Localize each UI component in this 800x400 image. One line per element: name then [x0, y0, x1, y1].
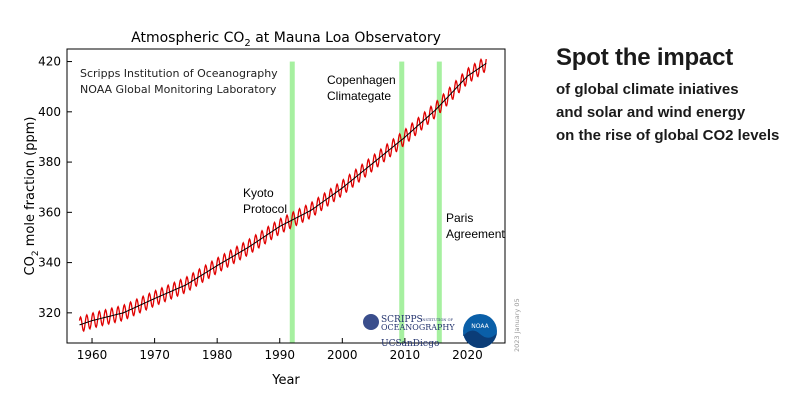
date-stamp: 2023 January 05	[513, 298, 521, 352]
event-band-0	[289, 61, 295, 344]
event-label-1: Copenhagen Climategate	[327, 73, 396, 103]
noaa-logo-text: NOAA	[471, 323, 489, 330]
source-line-scripps: Scripps Institution of Oceanography	[80, 67, 278, 80]
x-axis-label: Year	[271, 373, 300, 388]
event-bands	[289, 61, 442, 344]
side-line-3: on the rise of global CO2 levels	[556, 127, 780, 144]
y-tick-label: 380	[38, 155, 61, 169]
x-tick-label: 1960	[77, 348, 108, 362]
y-tick-label: 340	[38, 256, 61, 270]
x-tick-label: 2000	[327, 348, 358, 362]
event-label-2: Paris Agreement	[446, 211, 505, 241]
side-line-1: of global climate iniatives	[556, 81, 739, 98]
monthly-co2-line	[78, 57, 487, 333]
side-line-2: and solar and wind energy	[556, 104, 746, 121]
series-group	[78, 57, 487, 333]
scripps-logo-text-2: OCEANOGRAPHY	[381, 323, 455, 332]
scripps-logo-text: SCRIPPS	[381, 315, 423, 325]
x-tick-label: 1970	[139, 348, 170, 362]
noaa-logo: NOAA	[463, 314, 497, 348]
y-tick-label: 400	[38, 105, 61, 119]
side-panel: Spot the impact of global climate iniati…	[556, 44, 796, 147]
y-tick-label: 320	[38, 306, 61, 320]
event-label-line1: Kyoto	[243, 186, 274, 200]
event-label-line1: Paris	[446, 211, 473, 225]
x-tick-label: 2020	[452, 348, 483, 362]
source-line-noaa: NOAA Global Monitoring Laboratory	[80, 83, 277, 96]
y-axis-label: CO2 mole fraction (ppm)	[23, 117, 41, 276]
event-label-line2: Protocol	[243, 202, 287, 216]
event-label-0: Kyoto Protocol	[243, 186, 287, 216]
noaa-logo-wave	[463, 330, 497, 348]
x-tick-label: 2010	[390, 348, 421, 362]
y-tick-label: 420	[38, 55, 61, 69]
co2-chart: Atmospheric CO2 at Mauna Loa Observatory…	[23, 30, 521, 388]
trend-co2-line	[79, 62, 487, 326]
event-band-1	[399, 61, 405, 344]
chart-title: Atmospheric CO2 at Mauna Loa Observatory	[131, 30, 441, 49]
x-axis-ticks: 1960 1970 1980 1990 2000 2010 2020	[77, 338, 483, 362]
scripps-logo-small: INSTITUTION OF	[421, 318, 453, 322]
event-label-line1: Copenhagen	[327, 73, 396, 87]
side-headline: Spot the impact	[556, 44, 734, 71]
ucsd-logo-text: UCSanDiego	[381, 339, 439, 349]
event-labels: Kyoto Protocol Copenhagen Climategate Paris A…	[243, 73, 505, 241]
event-band-2	[436, 61, 442, 344]
event-label-line2: Agreement	[446, 227, 505, 241]
scripps-logo: SCRIPPS INSTITUTION OF OCEANOGRAPHY UCSa…	[363, 314, 455, 349]
x-tick-label: 1980	[202, 348, 233, 362]
event-label-line2: Climategate	[327, 89, 391, 103]
scripps-globe-icon	[363, 314, 379, 330]
y-tick-label: 360	[38, 205, 61, 219]
plot-frame	[66, 48, 506, 344]
y-axis-ticks: 320 340 360 380 400 420	[38, 55, 72, 320]
x-tick-label: 1990	[264, 348, 295, 362]
